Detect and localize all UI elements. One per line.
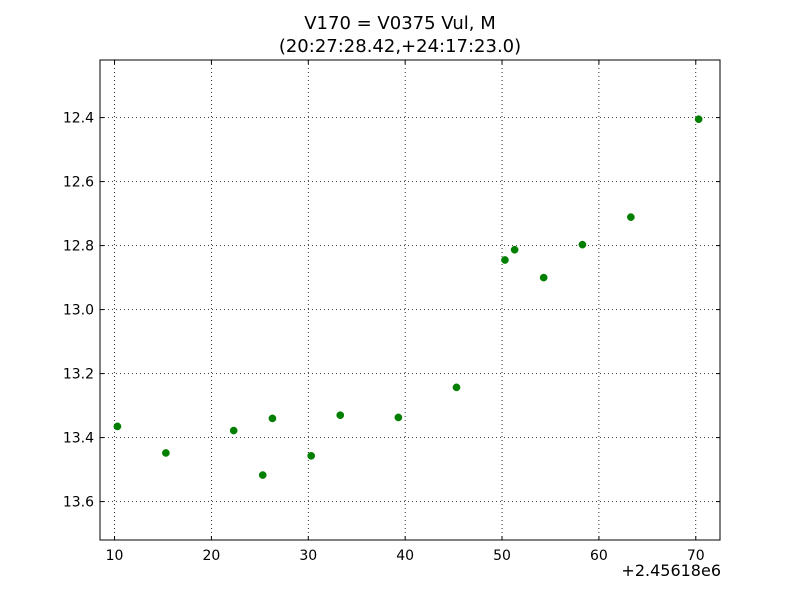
x-tick-label: 30 [299,548,317,564]
data-point [336,411,345,420]
data-point [113,422,122,431]
data-point [307,451,316,460]
y-tick-label: 13.0 [63,303,94,319]
chart-title: V170 = V0375 Vul, M [304,13,496,34]
data-point [452,383,461,392]
data-point [162,449,170,457]
data-point [268,414,277,423]
x-offset-label: +2.45618e6 [621,561,721,580]
data-point [627,213,635,221]
y-tick-label: 13.6 [63,495,94,511]
x-tick-label: 40 [396,548,414,564]
data-point [229,426,238,435]
y-tick-label: 12.8 [63,239,94,255]
x-tick-label: 20 [202,548,220,564]
y-tick-label: 12.4 [63,111,94,127]
x-tick-label: 70 [687,548,705,564]
y-tick-label: 13.2 [63,367,94,383]
data-point [539,273,548,282]
chart-subtitle: (20:27:28.42,+24:17:23.0) [278,36,522,57]
data-point [394,413,403,422]
y-tick-label: 12.6 [63,175,94,191]
y-tick-label: 13.4 [63,431,94,447]
data-point [258,471,267,479]
x-tick-label: 50 [493,548,511,564]
data-point [501,256,509,264]
data-point [578,240,587,249]
x-tick-label: 10 [106,548,124,564]
plot-frame [99,59,721,541]
x-tick-label: 60 [590,548,608,564]
data-point [510,245,519,254]
data-point [694,115,703,124]
